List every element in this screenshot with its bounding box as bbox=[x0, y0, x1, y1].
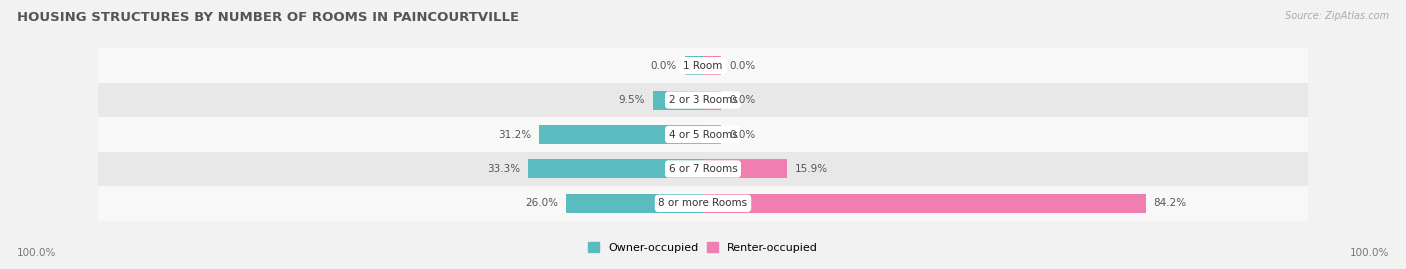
Text: 31.2%: 31.2% bbox=[498, 129, 531, 140]
Text: 26.0%: 26.0% bbox=[526, 198, 558, 208]
Text: 0.0%: 0.0% bbox=[730, 61, 755, 71]
Text: 15.9%: 15.9% bbox=[794, 164, 828, 174]
Bar bbox=[567, 194, 703, 213]
Text: 84.2%: 84.2% bbox=[1153, 198, 1187, 208]
Text: 100.0%: 100.0% bbox=[17, 248, 56, 258]
Bar bbox=[652, 91, 703, 109]
Text: 6 or 7 Rooms: 6 or 7 Rooms bbox=[669, 164, 737, 174]
Bar bbox=[685, 56, 703, 75]
Text: 2 or 3 Rooms: 2 or 3 Rooms bbox=[669, 95, 737, 105]
Text: 33.3%: 33.3% bbox=[486, 164, 520, 174]
Bar bbox=[98, 152, 1308, 186]
Text: 0.0%: 0.0% bbox=[651, 61, 676, 71]
Bar bbox=[703, 91, 721, 109]
Bar bbox=[527, 160, 703, 178]
Bar bbox=[703, 125, 721, 144]
Text: 1 Room: 1 Room bbox=[683, 61, 723, 71]
Bar bbox=[98, 117, 1308, 152]
Text: 0.0%: 0.0% bbox=[730, 95, 755, 105]
Text: 100.0%: 100.0% bbox=[1350, 248, 1389, 258]
Bar bbox=[98, 186, 1308, 221]
Text: HOUSING STRUCTURES BY NUMBER OF ROOMS IN PAINCOURTVILLE: HOUSING STRUCTURES BY NUMBER OF ROOMS IN… bbox=[17, 11, 519, 24]
Text: Source: ZipAtlas.com: Source: ZipAtlas.com bbox=[1285, 11, 1389, 21]
Bar bbox=[703, 56, 721, 75]
Bar bbox=[98, 48, 1308, 83]
Bar bbox=[703, 160, 786, 178]
Legend: Owner-occupied, Renter-occupied: Owner-occupied, Renter-occupied bbox=[588, 242, 818, 253]
Text: 4 or 5 Rooms: 4 or 5 Rooms bbox=[669, 129, 737, 140]
Bar bbox=[98, 83, 1308, 117]
Text: 9.5%: 9.5% bbox=[619, 95, 645, 105]
Bar bbox=[538, 125, 703, 144]
Text: 8 or more Rooms: 8 or more Rooms bbox=[658, 198, 748, 208]
Bar bbox=[703, 194, 1146, 213]
Text: 0.0%: 0.0% bbox=[730, 129, 755, 140]
